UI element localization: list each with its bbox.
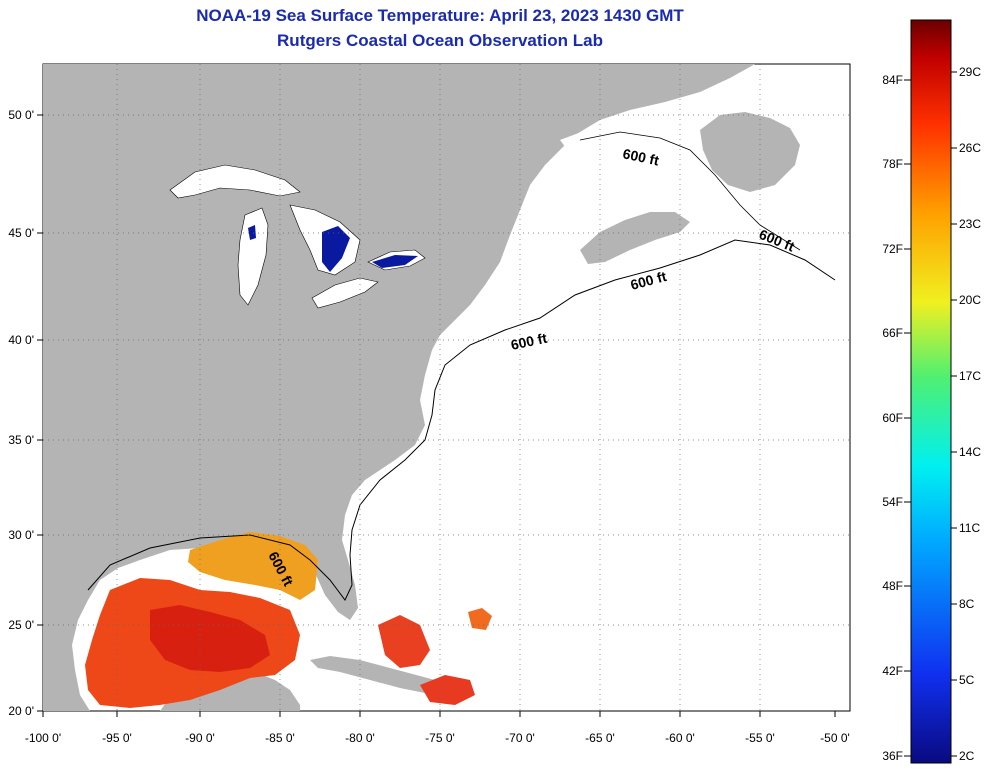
temperature-colorbar bbox=[910, 19, 952, 764]
lon-tick-label: -90 0' bbox=[185, 731, 215, 745]
colorbar-c-label: 8C bbox=[959, 597, 975, 611]
colorbar-f-label: 72F bbox=[882, 242, 903, 256]
map-subtitle: Rutgers Coastal Ocean Observation Lab bbox=[277, 31, 603, 50]
colorbar-f-label: 66F bbox=[882, 326, 903, 340]
colorbar-c-label: 20C bbox=[959, 293, 981, 307]
colorbar-c-label: 5C bbox=[959, 673, 975, 687]
colorbar-c-label: 26C bbox=[959, 141, 981, 155]
lon-tick-label: -65 0' bbox=[585, 731, 615, 745]
lake-erie bbox=[311, 277, 379, 309]
colorbar-c-label: 11C bbox=[959, 521, 980, 535]
lon-tick-label: -50 0' bbox=[820, 731, 850, 745]
colorbar-f-label: 36F bbox=[882, 749, 903, 763]
isobath-label-4: 600 ft bbox=[509, 330, 548, 353]
lon-tick-label: -85 0' bbox=[265, 731, 295, 745]
caribbean-sst bbox=[420, 675, 475, 705]
lat-tick-label: 25 0' bbox=[8, 618, 34, 632]
lake-ontario-sst bbox=[372, 255, 418, 268]
colorbar-f-label: 54F bbox=[882, 495, 903, 509]
bahamas-east-sst bbox=[468, 608, 492, 630]
lon-tick-label: -100 0' bbox=[25, 731, 61, 745]
colorbar-c-label: 14C bbox=[959, 445, 981, 459]
latitude-axis: 50 0' 45 0' 40 0' 35 0' 30 0' 25 0' 20 0' bbox=[8, 108, 43, 718]
longitude-axis: -100 0' -95 0' -90 0' -85 0' -80 0' -75 0' -70… bbox=[25, 711, 850, 745]
colorbar-c-label: 2C bbox=[959, 749, 975, 763]
isobath-600ft bbox=[87, 239, 836, 601]
colorbar-fahrenheit-labels: 84F 78F 72F 66F 60F 54F 48F 42F 36F bbox=[882, 73, 911, 763]
lat-tick-label: 35 0' bbox=[8, 433, 34, 447]
lake-superior bbox=[169, 164, 301, 199]
lat-tick-label: 30 0' bbox=[8, 528, 34, 542]
lon-tick-label: -70 0' bbox=[505, 731, 535, 745]
lat-tick-label: 40 0' bbox=[8, 333, 34, 347]
lat-tick-label: 50 0' bbox=[8, 108, 34, 122]
nova-scotia-land bbox=[580, 212, 690, 264]
lake-michigan-sst bbox=[248, 225, 256, 240]
colorbar-c-label: 23C bbox=[959, 217, 981, 231]
lat-tick-label: 45 0' bbox=[8, 226, 34, 240]
colorbar-f-label: 84F bbox=[882, 73, 903, 87]
bahamas-sst bbox=[378, 615, 430, 668]
north-america-land bbox=[43, 64, 755, 711]
map-title: NOAA-19 Sea Surface Temperature: April 2… bbox=[196, 6, 684, 25]
gulf-st-lawrence bbox=[560, 120, 705, 200]
colorbar-c-label: 29C bbox=[959, 65, 981, 79]
colorbar-celsius-labels: 29C 26C 23C 20C 17C 14C 11C 8C 5C 2C bbox=[951, 65, 981, 763]
colorbar-f-label: 60F bbox=[882, 411, 903, 425]
lon-tick-label: -95 0' bbox=[102, 731, 132, 745]
lon-tick-label: -60 0' bbox=[665, 731, 695, 745]
gulf-sst-warm bbox=[150, 605, 270, 672]
colorbar-f-label: 42F bbox=[882, 664, 903, 678]
newfoundland-land bbox=[700, 112, 800, 192]
lon-tick-label: -80 0' bbox=[345, 731, 375, 745]
lat-tick-label: 20 0' bbox=[8, 704, 34, 718]
lon-tick-label: -75 0' bbox=[425, 731, 455, 745]
lon-tick-label: -55 0' bbox=[745, 731, 775, 745]
isobath-label-1: 600 ft bbox=[621, 145, 660, 168]
colorbar-f-label: 78F bbox=[882, 157, 903, 171]
isobath-600ft-gulf-stlawrence bbox=[579, 131, 801, 251]
gulf-sst-north bbox=[188, 532, 318, 600]
lake-huron-sst bbox=[322, 226, 350, 272]
colorbar-c-label: 17C bbox=[959, 369, 981, 383]
lake-michigan bbox=[237, 207, 269, 306]
colorbar-f-label: 48F bbox=[882, 579, 903, 593]
